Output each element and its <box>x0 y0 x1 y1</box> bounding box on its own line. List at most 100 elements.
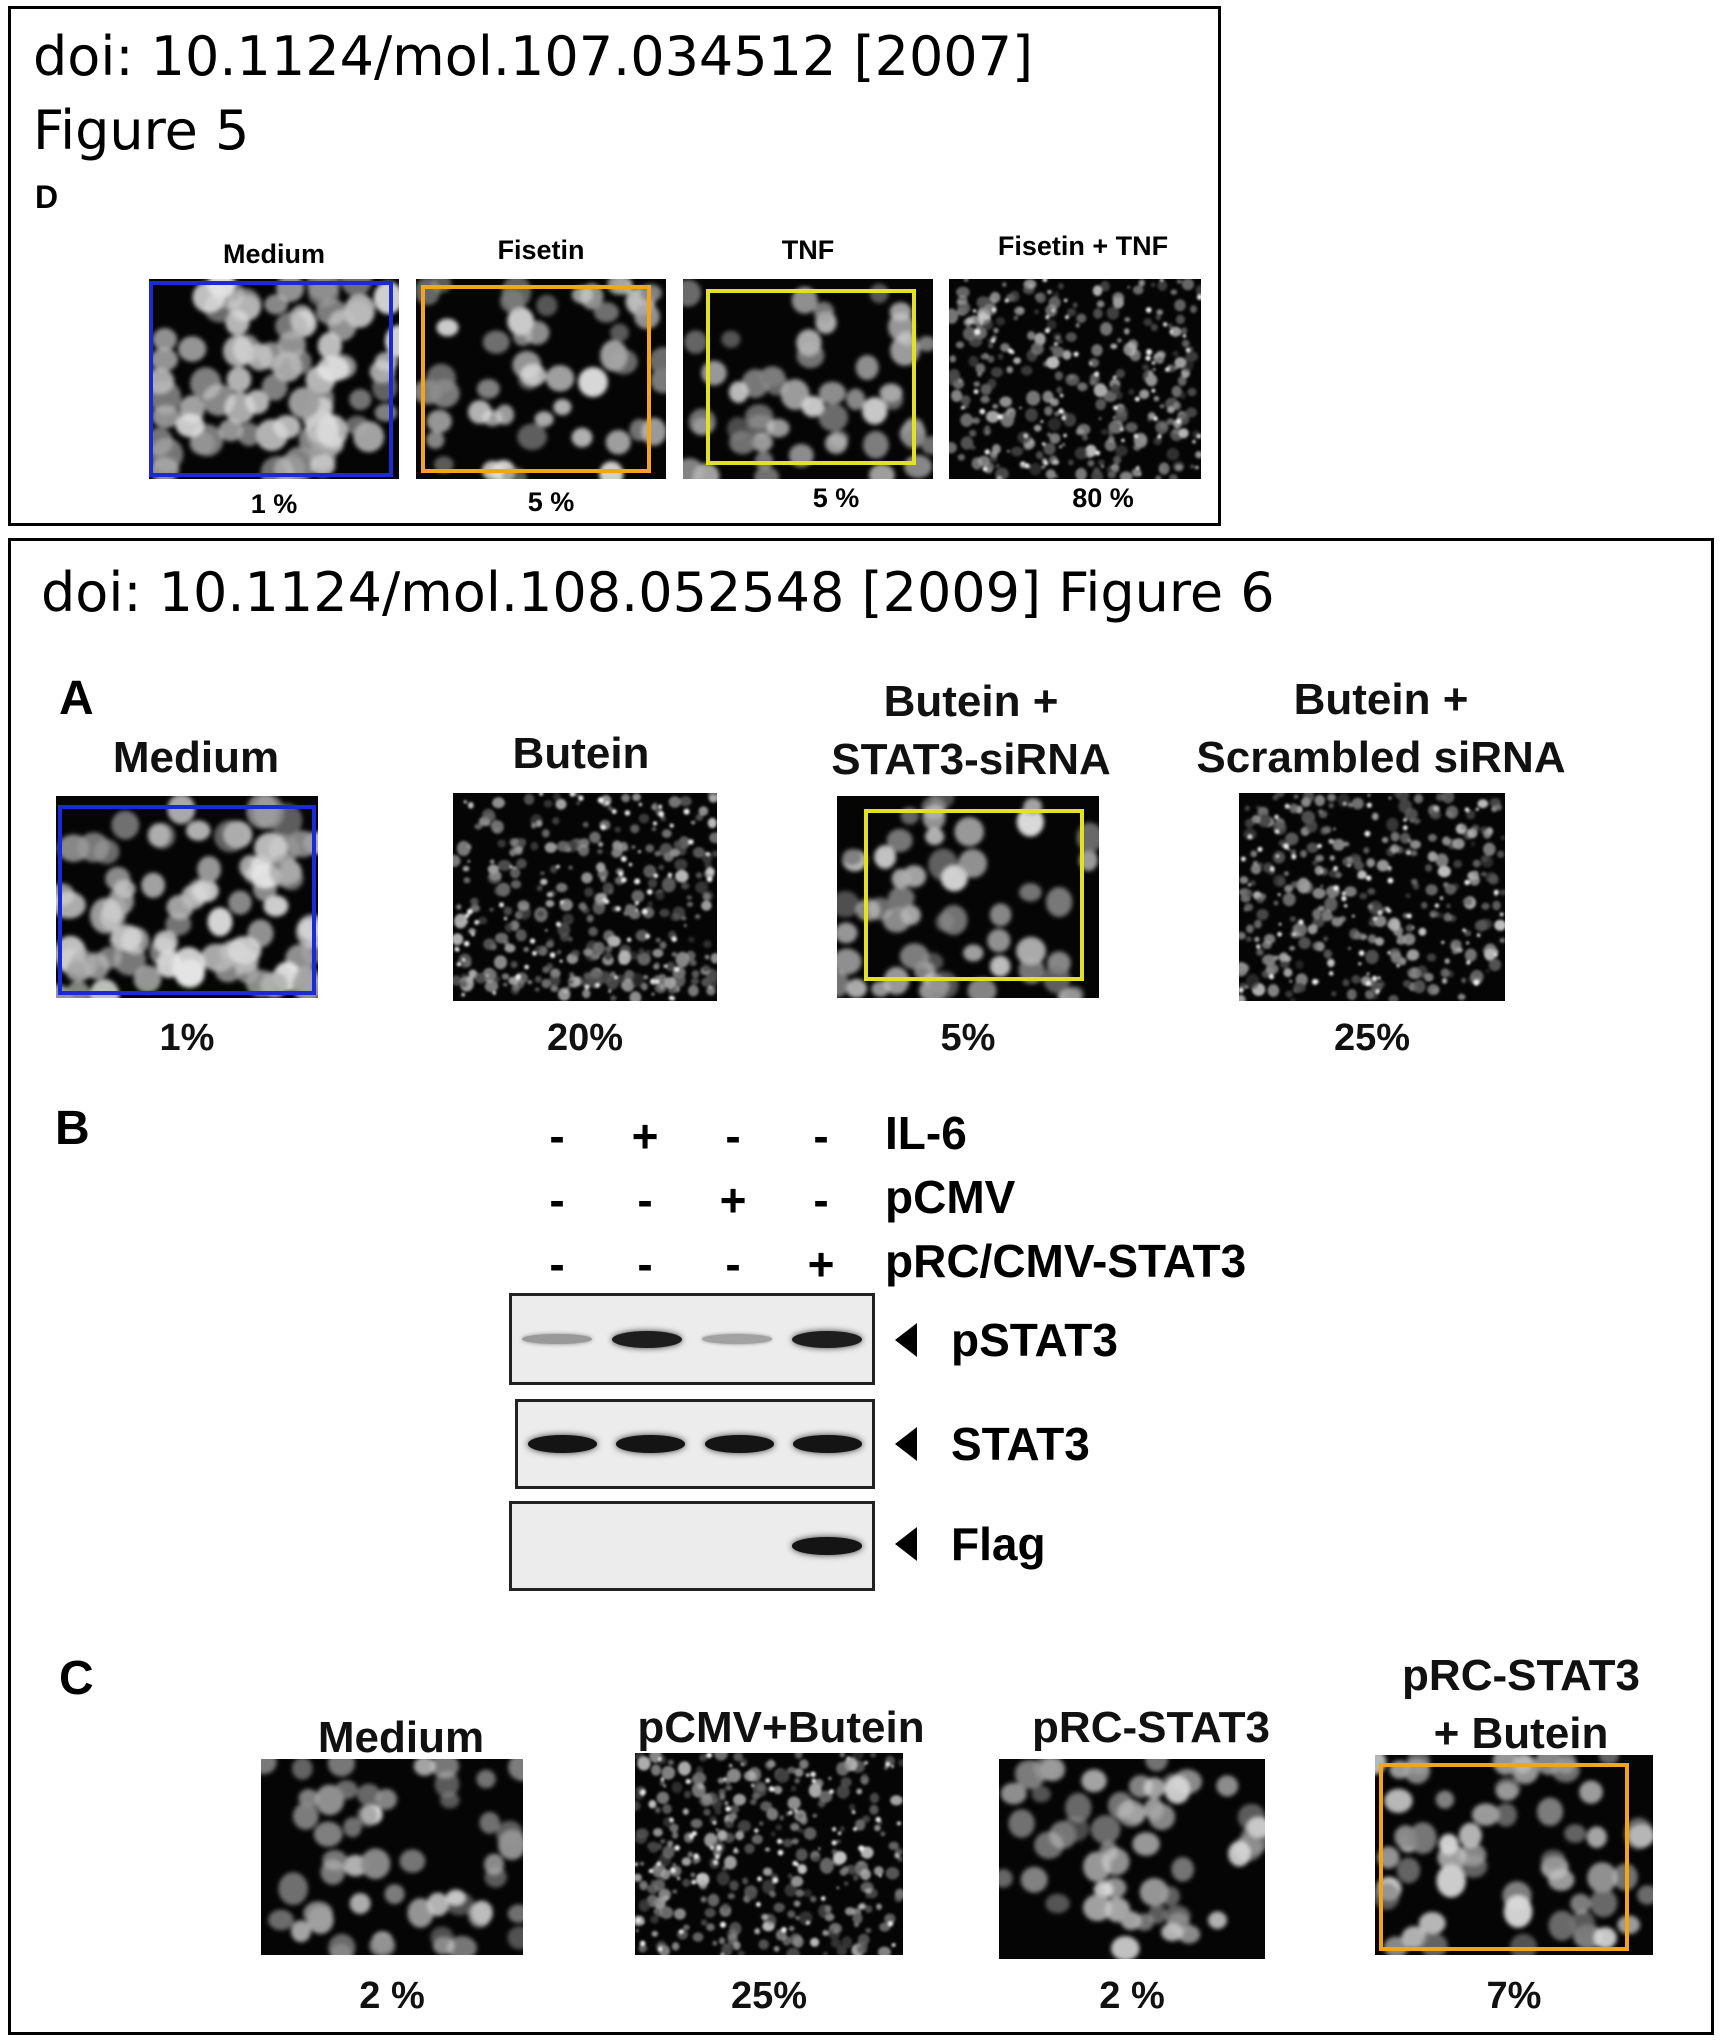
cell-nucleus <box>841 1936 853 1949</box>
cell-nucleus <box>647 901 653 907</box>
apoptotic-speck <box>671 936 677 942</box>
cell-nucleus <box>166 894 194 920</box>
apoptotic-speck <box>663 1785 666 1788</box>
apoptotic-speck <box>757 1876 762 1882</box>
cell-nucleus <box>718 1788 726 1796</box>
cell-nucleus <box>578 902 587 911</box>
cell-nucleus <box>794 1778 800 1784</box>
apoptotic-speck <box>1371 975 1378 982</box>
cell-nucleus <box>1174 299 1186 312</box>
panelA-micrograph-3 <box>837 796 1099 998</box>
cell-nucleus <box>882 907 911 933</box>
panelB-condition-1: pCMV <box>885 1171 1016 1223</box>
cell-nucleus <box>727 417 749 441</box>
panelC-label-4-line1: pRC-STAT3 <box>1402 1651 1640 1700</box>
cell-nucleus <box>1265 963 1279 975</box>
cell-nucleus <box>1267 984 1280 997</box>
apoptotic-speck <box>658 811 665 818</box>
cell-nucleus <box>1250 880 1256 886</box>
arrow-icon <box>895 1427 917 1461</box>
cell-nucleus <box>656 1791 670 1804</box>
cell-nucleus <box>503 906 513 916</box>
panelC-label-3: pRC-STAT3 <box>1032 1703 1270 1752</box>
apoptotic-speck <box>1348 947 1351 950</box>
cell-nucleus <box>1442 793 1455 804</box>
micrograph-texture <box>1239 793 1505 1001</box>
cell-nucleus <box>787 1766 796 1774</box>
apoptotic-speck <box>1473 979 1480 986</box>
apoptotic-speck <box>777 1838 783 1844</box>
cell-nucleus <box>637 1756 651 1771</box>
cell-nucleus <box>1328 869 1338 878</box>
panelB-sign-r0-c3: - <box>813 1110 829 1162</box>
panelB-sign-r1-c3: - <box>813 1174 829 1226</box>
cell-nucleus <box>1570 1910 1595 1936</box>
apoptotic-speck <box>1023 434 1028 438</box>
cell-nucleus <box>844 1881 849 1886</box>
cell-nucleus <box>1047 417 1062 431</box>
cell-nucleus <box>1470 969 1484 984</box>
cell-nucleus <box>447 1935 477 1955</box>
cell-nucleus <box>426 1892 449 1917</box>
apoptotic-speck <box>635 1862 638 1866</box>
cell-nucleus <box>1171 385 1182 398</box>
cell-nucleus <box>798 1911 813 1926</box>
cell-nucleus <box>1427 851 1438 862</box>
cell-nucleus <box>1327 793 1336 802</box>
cell-nucleus <box>684 1790 692 1799</box>
cell-nucleus <box>674 858 688 871</box>
apoptotic-speck <box>1270 866 1275 872</box>
apoptotic-speck <box>602 898 606 901</box>
cell-nucleus <box>793 1935 804 1948</box>
micrograph-texture <box>635 1753 903 1955</box>
cell-nucleus <box>453 854 461 867</box>
cell-nucleus <box>592 900 606 915</box>
cell-nucleus <box>1405 924 1415 932</box>
cell-nucleus <box>261 1759 277 1775</box>
panelC-percent-3: 2 % <box>1099 1975 1165 2017</box>
cell-nucleus <box>752 1781 767 1797</box>
apoptotic-speck <box>604 899 610 904</box>
panelA-percent-2: 20% <box>546 1017 624 1059</box>
cell-nucleus <box>1427 984 1440 996</box>
cell-nucleus <box>612 840 622 851</box>
cell-nucleus <box>1000 343 1010 352</box>
cell-nucleus <box>735 1830 745 1841</box>
cell-nucleus <box>356 1804 378 1827</box>
cell-nucleus <box>836 1945 847 1955</box>
cell-nucleus <box>1115 410 1128 423</box>
apoptotic-speck <box>1195 466 1199 469</box>
cell-nucleus <box>1440 968 1450 978</box>
cell-nucleus <box>987 355 995 363</box>
apoptotic-speck <box>858 1845 865 1852</box>
cell-nucleus <box>855 355 879 380</box>
apoptotic-speck <box>465 913 470 918</box>
cell-nucleus <box>710 953 717 964</box>
cell-nucleus <box>1306 842 1319 853</box>
cell-nucleus <box>1142 364 1149 370</box>
apoptotic-speck <box>765 1778 770 1783</box>
apoptotic-speck <box>1388 866 1392 870</box>
cell-nucleus <box>1624 1817 1653 1850</box>
apoptotic-speck <box>1245 986 1248 989</box>
cell-nucleus <box>1586 1826 1607 1848</box>
cell-nucleus <box>1046 319 1057 330</box>
cell-nucleus <box>814 1778 824 1788</box>
cell-nucleus <box>1331 991 1337 997</box>
blot-label-pSTAT3: pSTAT3 <box>951 1314 1118 1366</box>
cell-nucleus <box>917 336 933 352</box>
apoptotic-speck <box>461 993 465 997</box>
cell-nucleus <box>661 877 676 893</box>
cell-nucleus <box>975 363 986 374</box>
cell-nucleus <box>568 976 581 988</box>
cell-nucleus <box>1367 934 1377 944</box>
cell-nucleus <box>478 916 488 925</box>
cell-nucleus <box>818 403 849 432</box>
cell-nucleus <box>507 306 534 336</box>
cell-nucleus <box>1117 338 1122 343</box>
cell-nucleus <box>566 986 571 990</box>
cell-nucleus <box>483 969 498 981</box>
cell-nucleus <box>659 908 670 918</box>
cell-nucleus <box>1312 908 1322 920</box>
cell-nucleus <box>263 895 289 917</box>
